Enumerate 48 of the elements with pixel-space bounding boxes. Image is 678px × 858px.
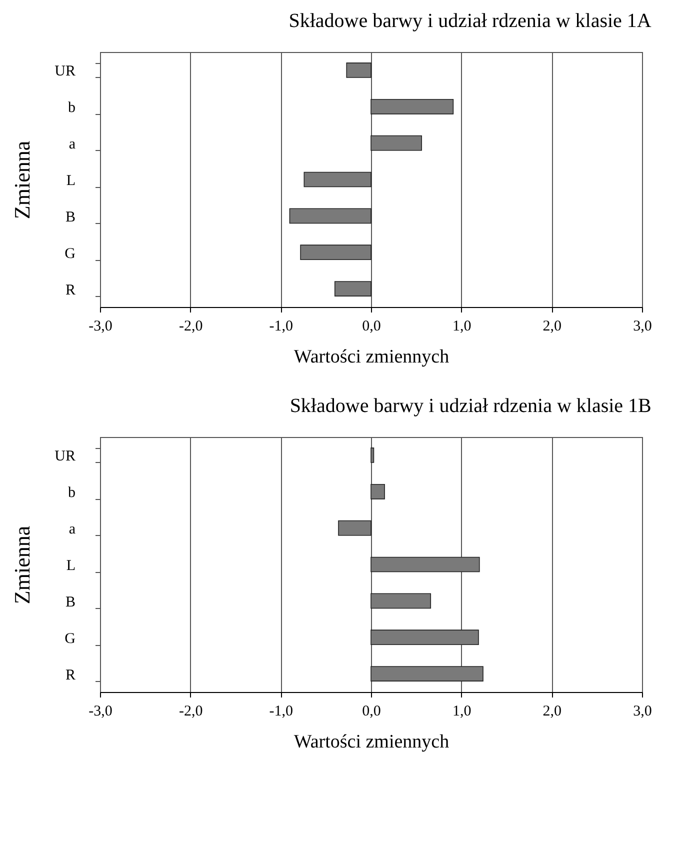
y-tick-label: L	[66, 558, 76, 574]
bar	[370, 666, 484, 682]
y-tick-label: G	[64, 246, 76, 262]
x-tick-label: 2,0	[542, 704, 562, 720]
bar	[370, 484, 385, 500]
x-tick-label: -3,0	[88, 704, 112, 720]
x-tick-label: 1,0	[452, 318, 472, 334]
x-tick-label: 3,0	[633, 704, 652, 720]
bar	[370, 556, 480, 572]
chart-title: Składowe barwy i udział rdzenia w klasie 1B	[290, 395, 652, 417]
bar	[300, 244, 372, 260]
y-tick-label: UR	[54, 448, 76, 465]
x-tick-label: -1,0	[269, 704, 294, 720]
bar	[346, 62, 372, 78]
y-tick-label: b	[68, 485, 76, 502]
bar	[370, 98, 454, 114]
y-tick-label: UR	[54, 64, 76, 80]
x-tick-label: 1,0	[452, 704, 472, 720]
x-tick-label: 0,0	[362, 318, 381, 334]
x-axis-title: Wartości zmiennych	[294, 346, 450, 368]
bar	[370, 448, 374, 463]
bar	[304, 172, 372, 188]
x-tick-label: 2,0	[542, 318, 562, 334]
y-tick-label: b	[68, 100, 76, 116]
y-tick-label: B	[65, 594, 76, 610]
bar	[338, 520, 372, 536]
y-tick-label: G	[64, 630, 76, 647]
y-axis-title: Zmienna	[10, 140, 35, 220]
x-tick-label: 3,0	[633, 318, 652, 334]
bar	[370, 630, 479, 646]
x-axis-title: Wartości zmiennych	[294, 732, 450, 752]
x-tick-label: -3,0	[88, 318, 112, 334]
y-axis-title: Zmienna	[10, 526, 35, 604]
y-tick-label: R	[65, 282, 76, 298]
bar	[370, 135, 422, 151]
x-tick-label: -2,0	[178, 318, 203, 334]
x-tick-label: -1,0	[269, 318, 294, 334]
bar	[289, 208, 372, 224]
y-tick-label: L	[66, 173, 76, 189]
y-tick-label: a	[68, 522, 76, 538]
y-tick-label: B	[65, 209, 76, 226]
y-tick-label: R	[65, 667, 76, 684]
chart-title: Składowe barwy i udział rdzenia w klasie 1A	[288, 10, 652, 32]
bar	[334, 281, 372, 296]
x-tick-label: 0,0	[362, 704, 381, 720]
bar	[370, 593, 432, 609]
x-tick-label: -2,0	[178, 704, 203, 720]
y-tick-label: a	[68, 136, 76, 153]
